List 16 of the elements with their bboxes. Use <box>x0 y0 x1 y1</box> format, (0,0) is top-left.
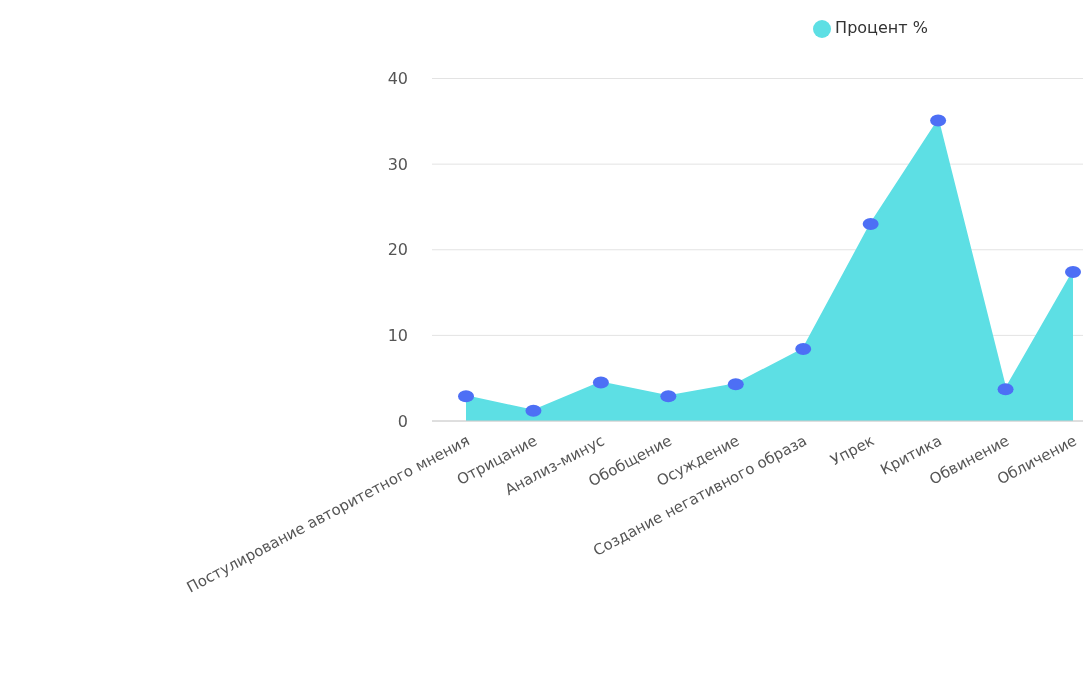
point <box>525 404 542 417</box>
y-tick-label: 30 <box>387 154 408 174</box>
point <box>1065 266 1081 279</box>
point <box>727 378 744 391</box>
y-tick-label: 20 <box>387 240 408 260</box>
point <box>660 390 677 403</box>
legend-label: Процент % <box>835 18 928 37</box>
y-tick-label: 10 <box>387 326 408 346</box>
point <box>458 390 474 403</box>
y-tick-label: 40 <box>387 69 408 89</box>
point <box>592 376 609 389</box>
point <box>862 218 879 231</box>
y-tick-label: 0 <box>397 411 408 431</box>
point <box>930 114 947 127</box>
point <box>997 383 1014 396</box>
point <box>795 343 812 356</box>
